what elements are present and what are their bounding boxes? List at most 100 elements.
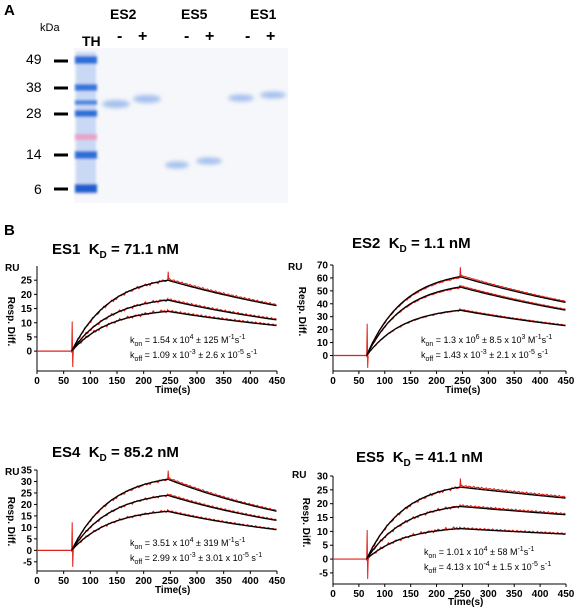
y-tick-label: 20: [21, 500, 33, 511]
x-tick-label: 400: [242, 576, 259, 587]
x-tick-label: 200: [428, 376, 445, 387]
y-tick-label: 10: [21, 318, 33, 329]
dissociation-spike: [459, 267, 462, 277]
band-es2-plus: [133, 95, 161, 103]
plot-title-es5: ES5 KD = 41.1 nM: [356, 449, 483, 469]
band-es5-plus: [196, 157, 222, 165]
y-tick-label: 0: [322, 351, 328, 362]
injection-spike: [71, 522, 74, 567]
marker-14: 14: [26, 146, 42, 162]
y-tick-label: 50: [317, 286, 329, 297]
koff-annotation: koff = 2.99 x 10-3 ± 3.01 x 10-5 s-1: [130, 552, 263, 566]
lane-group-es1: ES1: [250, 6, 277, 22]
x-tick-label: 50: [58, 576, 70, 587]
kon-annotation: kon = 1.01 x 104 ± 58 M-1s-1: [424, 546, 535, 560]
band-es1-plus: [260, 91, 286, 99]
x-tick-label: 400: [532, 589, 549, 600]
marker-28: 28: [26, 105, 42, 121]
lane-plus: +: [138, 28, 148, 45]
y-axis-label: Resp. Diff.: [296, 286, 308, 337]
y-tick-label: 0: [322, 555, 328, 566]
x-axis-label: Time(s): [445, 385, 481, 396]
y-tick-label: 30: [317, 312, 329, 323]
y-tick-label: 60: [317, 273, 329, 284]
x-tick-label: 100: [376, 376, 393, 387]
x-tick-label: 50: [353, 376, 365, 387]
x-tick-label: 0: [330, 376, 336, 387]
plot-title-es1: ES1 KD = 71.1 nM: [52, 241, 179, 261]
x-axis-label: Time(s): [155, 385, 191, 396]
gel-image: [54, 48, 288, 203]
x-tick-label: 200: [135, 376, 152, 387]
x-tick-label: 50: [58, 376, 70, 387]
ru-label: RU: [5, 263, 20, 274]
x-tick-label: 450: [269, 376, 286, 387]
plot-name: ES5: [356, 449, 385, 466]
y-tick-label: 30: [21, 477, 33, 488]
y-axis-label: Resp. Diff.: [300, 497, 312, 548]
x-tick-label: 100: [82, 576, 99, 587]
plot-title-es2: ES2 KD = 1.1 nM: [352, 235, 471, 255]
gel-background: [74, 48, 288, 203]
koff-annotation: koff = 1.09 x 10-3 ± 2.6 x 10-5 s-1: [130, 349, 258, 363]
y-axis-label: Resp. Diff.: [5, 496, 17, 547]
kda-label: kDa: [40, 22, 60, 34]
injection-spike: [366, 323, 369, 368]
x-tick-label: 300: [189, 376, 206, 387]
x-tick-label: 450: [558, 589, 575, 600]
lane-group-es2: ES2: [110, 6, 137, 22]
lane-minus: -: [245, 28, 251, 45]
band-es2-minus: [102, 100, 130, 108]
kon-annotation: kon = 1.3 x 106 ± 8.5 x 103 M-1s-1: [421, 334, 553, 348]
ru-label: RU: [292, 470, 307, 481]
x-axis-label: Time(s): [155, 585, 191, 596]
x-tick-label: 200: [135, 576, 152, 587]
panel-b-letter: B: [4, 222, 15, 239]
ladder-lane: [75, 52, 97, 194]
y-tick-label: 15: [317, 513, 329, 524]
marker-38: 38: [26, 79, 42, 95]
koff-annotation: koff = 4.13 x 10-4 ± 1.5 x 10-5 s-1: [424, 561, 552, 575]
y-tick-label: -5: [23, 557, 32, 568]
y-tick-label: 10: [317, 527, 329, 538]
lane-plus: +: [266, 28, 276, 45]
x-tick-label: 400: [532, 376, 549, 387]
x-tick-label: 50: [353, 589, 365, 600]
lane-plus: +: [205, 28, 215, 45]
ladder-label: TH: [82, 33, 101, 49]
panel-a-letter: A: [4, 2, 15, 19]
y-tick-label: 40: [317, 299, 329, 310]
dissociation-spike: [459, 478, 462, 488]
ru-label: RU: [288, 262, 303, 273]
y-tick-label: 10: [317, 338, 329, 349]
x-tick-label: 200: [428, 589, 445, 600]
x-tick-label: 350: [215, 576, 232, 587]
band-es1-minus: [228, 94, 254, 102]
x-tick-label: 100: [376, 589, 393, 600]
x-tick-label: 0: [34, 376, 40, 387]
dissociation-spike: [167, 271, 170, 281]
ru-label: RU: [5, 467, 20, 478]
x-tick-label: 350: [506, 376, 523, 387]
plot-title-es4: ES4 KD = 85.2 nM: [52, 444, 179, 464]
y-tick-label: 25: [317, 485, 329, 496]
plot-name: ES1: [52, 241, 81, 258]
y-tick-label: 20: [317, 325, 329, 336]
y-tick-label: -5: [319, 568, 328, 579]
x-tick-label: 300: [189, 576, 206, 587]
y-tick-label: 0: [26, 347, 32, 358]
x-tick-label: 100: [82, 376, 99, 387]
x-axis-label: Time(s): [448, 597, 484, 608]
kon-annotation: kon = 1.54 x 104 ± 125 M-1s-1: [130, 334, 246, 348]
band-es5-minus: [165, 161, 189, 169]
x-tick-label: 300: [480, 376, 497, 387]
koff-annotation: koff = 1.43 x 10-3 ± 2.1 x 10-5 s-1: [421, 349, 549, 363]
injection-spike: [366, 529, 369, 580]
plot-name: ES4: [52, 444, 81, 461]
y-axis-label: Resp. Diff.: [5, 296, 17, 347]
x-tick-label: 150: [109, 576, 126, 587]
y-tick-label: 20: [317, 499, 329, 510]
dissociation-spike: [167, 470, 170, 480]
x-tick-label: 0: [330, 589, 336, 600]
x-tick-label: 350: [215, 376, 232, 387]
